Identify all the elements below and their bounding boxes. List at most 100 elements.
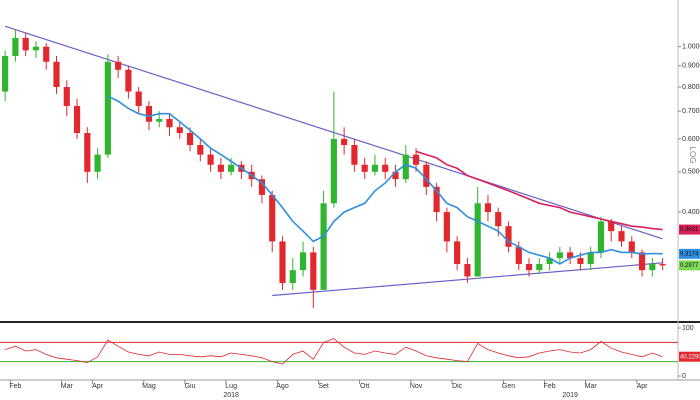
candle-body [495, 212, 502, 227]
candle-body [84, 132, 91, 172]
x-tick-label: Ott [360, 383, 369, 390]
candle-body [125, 69, 132, 92]
candle-body [53, 61, 60, 87]
candle-body [197, 145, 204, 155]
candle-body [156, 118, 163, 122]
last-value-box [679, 248, 700, 259]
moving-average [415, 150, 663, 231]
candle-body [536, 264, 543, 271]
candle-body [104, 61, 111, 155]
candle-body [63, 86, 70, 107]
y-tick-label: 0.4000 [682, 209, 700, 216]
x-tick-label: Lug [225, 383, 237, 390]
osc-last-box [679, 351, 700, 362]
candle-body [577, 258, 584, 265]
candle-body [299, 252, 307, 271]
candle-body [443, 212, 450, 242]
last-value-box [679, 224, 700, 235]
candle-body [341, 138, 348, 146]
candle-body [176, 127, 183, 133]
candle-body [382, 164, 389, 172]
x-tick-label: Feb [9, 383, 21, 390]
candle-body [73, 106, 81, 133]
y-axis-label: LOG [688, 147, 697, 164]
candle-body [269, 194, 276, 242]
candle-body [94, 154, 101, 172]
last-value-label: 0.3174 [680, 251, 699, 257]
candle-body [320, 203, 327, 290]
candle-body [608, 221, 615, 232]
candle-body [186, 132, 194, 146]
candle-body [649, 264, 656, 271]
candle-body [515, 246, 522, 265]
candle-body [659, 264, 666, 266]
candle-body [32, 46, 40, 51]
candle-body [371, 164, 379, 172]
candle-body [217, 164, 224, 172]
candle-body [454, 241, 461, 265]
last-value-label: 0.2977 [680, 263, 699, 269]
year-label: 2018 [223, 392, 239, 399]
x-tick-label: Nov [410, 383, 423, 390]
candle-body [115, 61, 122, 70]
candle-body [484, 203, 492, 213]
x-tick-label: Apr [92, 383, 104, 390]
candle-body [402, 154, 409, 180]
candle-body [289, 270, 296, 284]
candle-body [2, 55, 9, 92]
candle-body [412, 154, 420, 165]
x-tick-label: Gen [502, 383, 515, 390]
candle-body [330, 138, 337, 204]
candle-body [207, 154, 214, 165]
candle-body [638, 252, 646, 271]
candle-body [597, 221, 605, 253]
candle-body [310, 252, 317, 290]
x-tick-label: Set [318, 383, 329, 390]
candle-body [279, 241, 286, 284]
candle-body [423, 164, 430, 187]
x-tick-label: Mag [142, 383, 156, 390]
x-tick-label: Ago [276, 383, 289, 390]
osc-y-tick-label: 0 [682, 373, 686, 380]
x-tick-label: Giu [185, 383, 196, 390]
x-tick-label: Apr [637, 383, 649, 390]
candle-body [392, 171, 399, 180]
last-value-box [679, 260, 700, 271]
candle-body [145, 106, 153, 122]
x-tick-label: Mar [585, 383, 598, 390]
year-label: 2019 [562, 392, 578, 399]
candle-body [12, 37, 19, 56]
candle-body [464, 264, 471, 277]
x-tick-label: Mar [61, 383, 74, 390]
candle-body [505, 226, 512, 247]
osc-last-label: 40.2290 [680, 354, 700, 360]
x-tick-label: Feb [544, 383, 556, 390]
moving-average [107, 95, 663, 265]
osc-y-tick-label: 100 [682, 325, 694, 332]
candle-body [135, 91, 142, 107]
candle-body [361, 164, 368, 172]
candle-body [556, 252, 563, 259]
candle-body [525, 264, 533, 271]
candle-body [587, 252, 594, 265]
candle-body [22, 37, 29, 51]
last-value-label: 0.3631 [680, 227, 699, 233]
x-tick-label: Dic [452, 383, 463, 390]
candle-body [546, 258, 553, 265]
candle-body [258, 179, 266, 195]
candle-body [228, 164, 235, 172]
candle-body [474, 203, 481, 277]
candle-body [618, 231, 625, 242]
candle-body [628, 241, 635, 253]
candle-body [43, 46, 50, 62]
candle-body [567, 252, 574, 259]
candle-body [166, 118, 173, 128]
